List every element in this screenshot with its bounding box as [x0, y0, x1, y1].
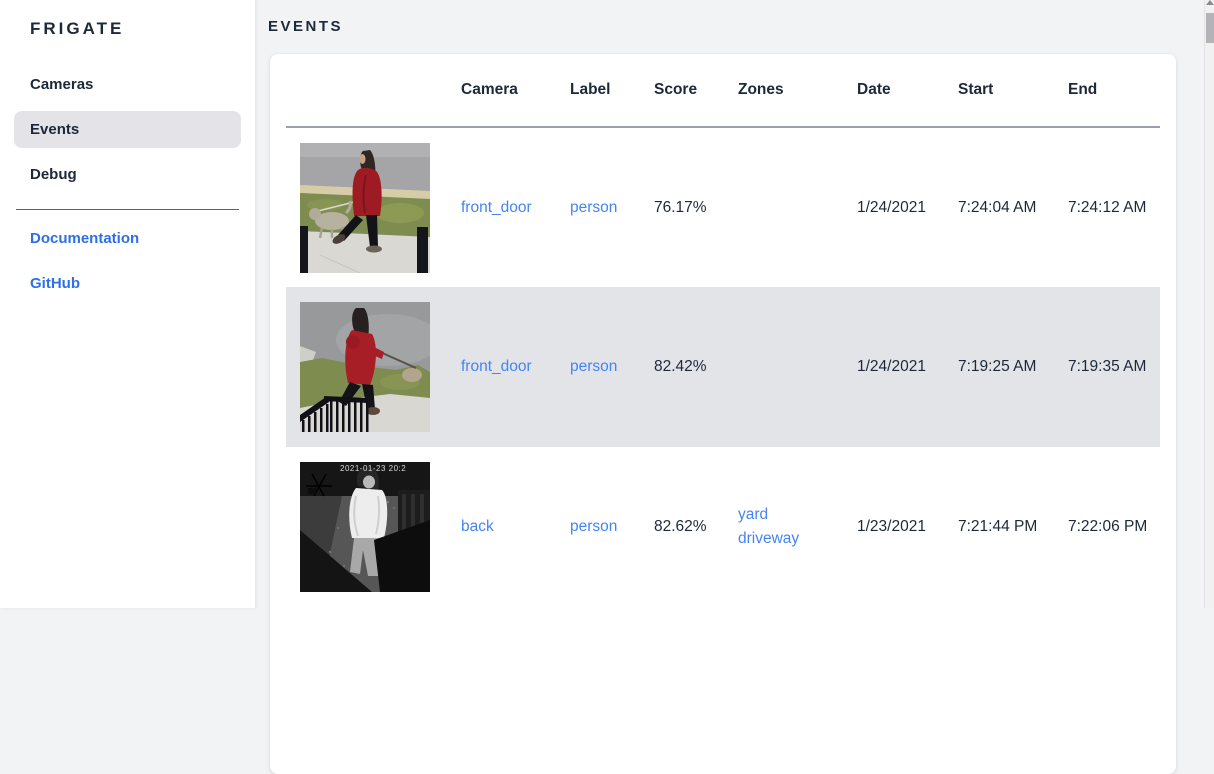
event-score: 82.42% — [654, 358, 707, 375]
thumbnail-timestamp-text: 2021-01-23 20:2 — [340, 464, 406, 473]
column-header-end: End — [1068, 54, 1160, 128]
column-header-start: Start — [958, 54, 1068, 128]
event-zones — [738, 127, 857, 287]
event-date: 1/24/2021 — [857, 198, 926, 216]
event-label-link[interactable]: person — [570, 518, 618, 535]
event-start-time: 7:21:44 PM — [958, 518, 1038, 535]
sidebar-item-cameras[interactable]: Cameras — [30, 76, 94, 93]
event-row: 2021-01-23 20:2 back person 82.62% yard … — [286, 447, 1160, 607]
event-zone-link-yard[interactable]: yard — [738, 506, 769, 523]
column-header-thumbnail — [286, 54, 461, 128]
scrollbar-thumb[interactable] — [1206, 13, 1214, 43]
sidebar-item-github[interactable]: GitHub — [30, 275, 80, 292]
event-row: front_door person 76.17% 1/24/2021 7:24:… — [286, 127, 1160, 287]
column-header-zones: Zones — [738, 54, 857, 128]
event-label-link[interactable]: person — [570, 198, 618, 216]
event-camera-link[interactable]: front_door — [461, 358, 532, 375]
event-end-time: 7:24:12 AM — [1068, 198, 1147, 216]
event-label-link[interactable]: person — [570, 358, 618, 375]
sidebar-item-debug[interactable]: Debug — [30, 166, 77, 183]
scrollbar-up-arrow-icon[interactable] — [1206, 0, 1214, 5]
column-header-camera: Camera — [461, 54, 570, 128]
event-thumbnail-ir-person-white-shirt[interactable]: 2021-01-23 20:2 — [300, 462, 430, 592]
event-start-time: 7:24:04 AM — [958, 198, 1037, 216]
event-zones: yard driveway — [738, 447, 857, 607]
event-date: 1/23/2021 — [857, 518, 926, 535]
event-end-time: 7:22:06 PM — [1068, 518, 1148, 535]
event-date: 1/24/2021 — [857, 358, 926, 375]
event-end-time: 7:19:35 AM — [1068, 358, 1147, 375]
event-score: 76.17% — [654, 198, 707, 216]
event-score: 82.62% — [654, 518, 707, 535]
sidebar-nav: Cameras Events Debug Documentation GitHu… — [0, 66, 255, 302]
table-header-row: Camera Label Score Zones Date Start End — [286, 54, 1160, 128]
event-zones — [738, 287, 857, 447]
column-header-score: Score — [654, 54, 738, 128]
sidebar-item-events[interactable]: Events — [14, 111, 241, 148]
event-thumbnail-person-red-hoodie-dog[interactable] — [300, 302, 430, 432]
vertical-scrollbar[interactable] — [1204, 0, 1214, 608]
event-camera-link[interactable]: front_door — [461, 198, 532, 216]
sidebar: FRIGATE Cameras Events Debug Documentati… — [0, 0, 255, 608]
events-table: Camera Label Score Zones Date Start End — [286, 54, 1160, 607]
event-camera-link[interactable]: back — [461, 518, 494, 535]
app-logo[interactable]: FRIGATE — [30, 19, 125, 38]
event-zone-link-driveway[interactable]: driveway — [738, 530, 800, 547]
event-thumbnail-person-red-coat-dog[interactable] — [300, 142, 430, 273]
sidebar-item-documentation[interactable]: Documentation — [30, 230, 140, 247]
sidebar-divider — [16, 209, 239, 210]
column-header-date: Date — [857, 54, 958, 128]
main-content: EVENTS Camera Label Score Zones Date Sta… — [255, 0, 1204, 774]
event-row-highlighted: front_door person 82.42% 1/24/2021 7:19:… — [286, 287, 1160, 447]
events-card: Camera Label Score Zones Date Start End — [270, 54, 1176, 774]
page-title: EVENTS — [268, 18, 344, 35]
event-start-time: 7:19:25 AM — [958, 358, 1037, 375]
column-header-label: Label — [570, 54, 654, 128]
